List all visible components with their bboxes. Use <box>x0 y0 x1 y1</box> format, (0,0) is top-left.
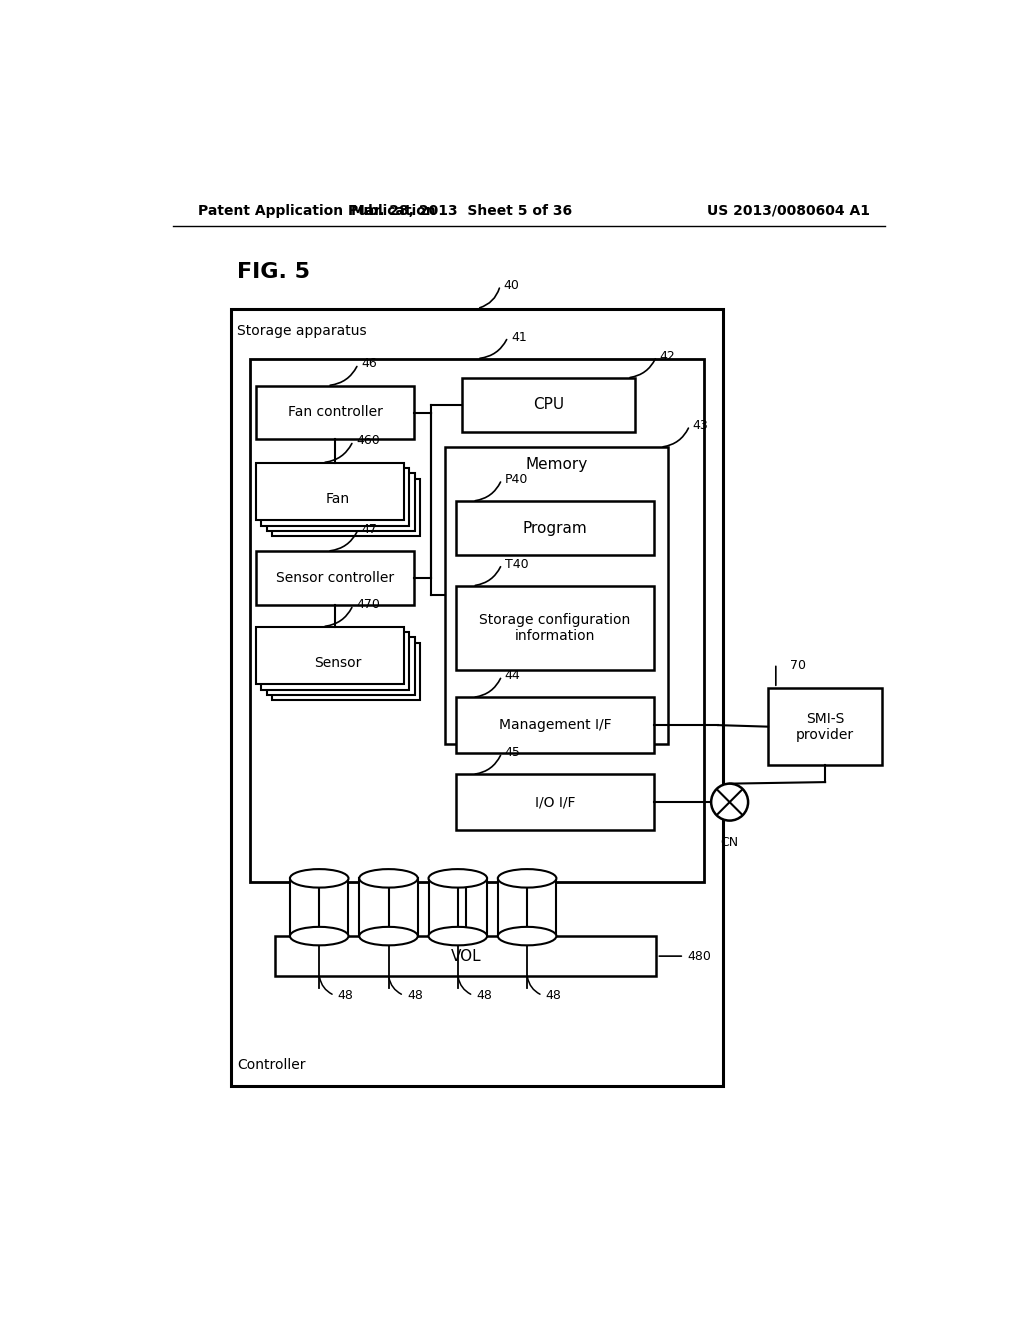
Text: 41: 41 <box>511 330 526 343</box>
Text: I/O I/F: I/O I/F <box>535 795 575 809</box>
Bar <box>498 878 556 936</box>
Bar <box>275 936 656 977</box>
Text: 42: 42 <box>659 350 675 363</box>
Ellipse shape <box>498 927 556 945</box>
Text: Patent Application Publication: Patent Application Publication <box>199 203 436 218</box>
Text: Sensor: Sensor <box>314 656 361 671</box>
Text: 48: 48 <box>338 989 353 1002</box>
Text: 46: 46 <box>361 358 377 371</box>
Text: FIG. 5: FIG. 5 <box>237 263 310 282</box>
Text: 470: 470 <box>356 598 380 611</box>
Text: VOL: VOL <box>451 949 481 964</box>
Bar <box>256 385 414 440</box>
Ellipse shape <box>359 927 418 945</box>
Text: 480: 480 <box>687 949 711 962</box>
Bar <box>230 309 724 1086</box>
Ellipse shape <box>498 869 556 887</box>
Text: Management I/F: Management I/F <box>499 718 611 733</box>
Bar <box>462 378 635 432</box>
Ellipse shape <box>359 869 418 887</box>
Text: Memory: Memory <box>525 457 588 471</box>
Bar <box>267 638 415 696</box>
Text: 460: 460 <box>356 434 380 447</box>
Text: 48: 48 <box>546 989 561 1002</box>
Bar <box>261 632 410 689</box>
Text: Fan controller: Fan controller <box>288 405 382 420</box>
Bar <box>456 775 654 830</box>
Text: 44: 44 <box>505 669 520 682</box>
Text: 40: 40 <box>503 279 519 292</box>
Bar <box>359 878 418 936</box>
Bar <box>456 586 654 671</box>
Text: CN: CN <box>721 836 738 849</box>
Text: Program: Program <box>522 520 587 536</box>
Ellipse shape <box>429 927 487 945</box>
Text: 48: 48 <box>476 989 493 1002</box>
Text: 43: 43 <box>692 418 709 432</box>
Text: Fan: Fan <box>326 492 350 506</box>
Bar <box>429 878 487 936</box>
Bar <box>444 447 668 743</box>
Bar <box>256 552 414 605</box>
Text: 47: 47 <box>361 523 377 536</box>
Text: Controller: Controller <box>237 1059 305 1072</box>
Ellipse shape <box>290 869 348 887</box>
Text: Mar. 28, 2013  Sheet 5 of 36: Mar. 28, 2013 Sheet 5 of 36 <box>351 203 572 218</box>
Bar <box>272 643 420 701</box>
Text: Sensor controller: Sensor controller <box>275 572 394 585</box>
Bar <box>272 479 420 536</box>
Bar <box>768 688 882 766</box>
Text: CPU: CPU <box>532 397 564 412</box>
Bar <box>250 359 705 882</box>
Text: SMI-S
provider: SMI-S provider <box>796 711 854 742</box>
Text: US 2013/0080604 A1: US 2013/0080604 A1 <box>707 203 869 218</box>
Bar <box>290 878 348 936</box>
Bar <box>456 697 654 752</box>
Text: T40: T40 <box>505 557 528 570</box>
Ellipse shape <box>429 869 487 887</box>
Ellipse shape <box>290 927 348 945</box>
Bar <box>456 502 654 554</box>
Text: P40: P40 <box>505 473 528 486</box>
Circle shape <box>711 784 749 821</box>
Text: Storage configuration
information: Storage configuration information <box>479 612 631 643</box>
Text: Storage apparatus: Storage apparatus <box>237 323 367 338</box>
Bar <box>267 474 415 531</box>
Text: 45: 45 <box>505 746 520 759</box>
Bar <box>261 469 410 525</box>
Bar <box>256 627 403 684</box>
Text: 48: 48 <box>407 989 423 1002</box>
Text: 70: 70 <box>790 659 806 672</box>
Bar <box>256 462 403 520</box>
